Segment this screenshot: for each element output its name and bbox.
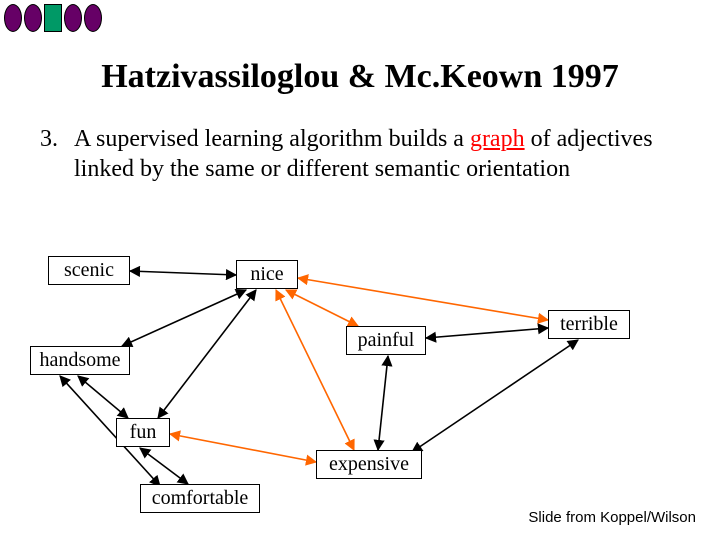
decor-ellipse	[64, 4, 82, 32]
decor-ellipse	[4, 4, 22, 32]
graph-node-terrible: terrible	[548, 310, 630, 339]
list-number: 3.	[40, 124, 68, 154]
graph-node-handsome: handsome	[30, 346, 130, 375]
body-pre: A supervised learning algorithm builds a	[74, 126, 470, 152]
graph-node-scenic: scenic	[48, 256, 130, 285]
graph-edge	[78, 376, 128, 418]
graph-edge	[276, 290, 354, 450]
graph-edge	[412, 340, 578, 452]
decor-ellipse	[84, 4, 102, 32]
graph-node-expensive: expensive	[316, 450, 422, 479]
graph-node-fun: fun	[116, 418, 170, 447]
graph-node-comfortable: comfortable	[140, 484, 260, 513]
slide-title: Hatzivassiloglou & Mc.Keown 1997	[0, 58, 720, 96]
slide-decoration	[4, 4, 102, 32]
graph-edge	[140, 448, 188, 484]
graph-edge	[298, 278, 548, 320]
slide-credit: Slide from Koppel/Wilson	[528, 509, 696, 526]
list-text: A supervised learning algorithm builds a…	[74, 124, 674, 184]
graph-edge	[122, 290, 246, 346]
graph-edge	[378, 356, 388, 450]
graph-edge	[426, 328, 548, 338]
graph-edge	[130, 271, 236, 275]
graph-edge	[286, 290, 358, 326]
graph-word: graph	[470, 126, 525, 152]
decor-ellipse	[24, 4, 42, 32]
slide-body: 3. A supervised learning algorithm build…	[40, 124, 680, 184]
graph-node-nice: nice	[236, 260, 298, 289]
decor-rect	[44, 4, 62, 32]
graph-edge	[170, 434, 316, 462]
graph-node-painful: painful	[346, 326, 426, 355]
graph-edge	[158, 290, 256, 418]
adjective-graph: scenic nice painful terrible handsome fun expe…	[0, 240, 720, 520]
